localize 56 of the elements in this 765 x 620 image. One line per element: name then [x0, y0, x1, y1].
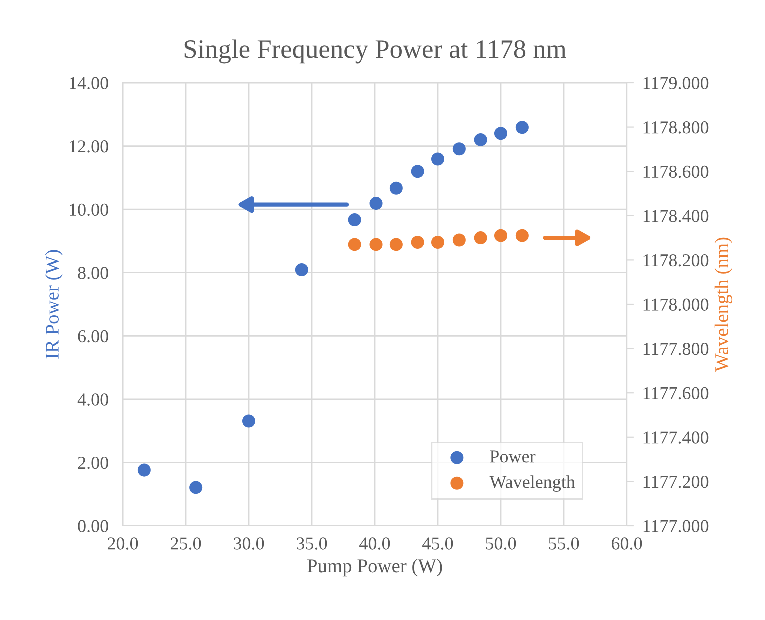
y2-axis-title: Wavelength (nm) — [714, 238, 733, 372]
point — [390, 182, 403, 195]
point — [516, 229, 529, 242]
point — [242, 414, 256, 428]
point — [474, 232, 488, 245]
x-tick-label: 45.0 — [422, 538, 454, 550]
y2-tick-label: 1177.200 — [644, 476, 709, 488]
point — [190, 481, 203, 494]
x-tick-label: 40.0 — [360, 538, 390, 550]
x-tick-label: 50.0 — [486, 538, 516, 550]
y-tick-label: 6.00 — [78, 330, 108, 343]
x-tick-label: 30.0 — [234, 538, 264, 550]
legend-label: Wavelength — [490, 476, 576, 492]
point — [452, 142, 466, 156]
y2-tick-label: 1178.200 — [644, 254, 709, 267]
point — [411, 165, 424, 178]
x-tick-label: 60.0 — [612, 538, 642, 550]
y-tick-label: 8.00 — [78, 267, 108, 280]
point — [370, 197, 383, 210]
y2-tick-label: 1177.000 — [644, 520, 709, 533]
point — [138, 464, 151, 477]
point — [452, 234, 466, 247]
y2-tick-label: 1177.600 — [644, 387, 709, 400]
x-tick-label: 35.0 — [297, 538, 328, 550]
y-tick-label: 4.00 — [78, 394, 108, 406]
x-tick-label: 20.0 — [108, 538, 138, 550]
y-tick-label: 2.00 — [78, 456, 108, 470]
y2-tick-label: 1178.000 — [644, 298, 709, 312]
y-tick-label: 14.00 — [70, 77, 108, 90]
y-tick-label: 0.00 — [78, 520, 108, 533]
y-axis-title: IR Power (W) — [45, 250, 63, 359]
y-tick-label: 12.00 — [70, 140, 108, 153]
point — [348, 238, 362, 252]
point — [516, 121, 529, 134]
chart-title: Single Frequency Power at 1178 nm — [184, 40, 566, 64]
x-axis-title: Pump Power (W) — [308, 559, 442, 577]
point — [348, 214, 362, 227]
y2-tick-label: 1178.600 — [644, 166, 709, 178]
point — [474, 133, 488, 146]
y2-tick-label: 1178.400 — [644, 210, 709, 222]
x-tick-label: 55.0 — [549, 538, 580, 550]
y-tick-label: 10.00 — [70, 204, 108, 216]
point — [411, 236, 424, 249]
x-tick-label: 25.0 — [170, 538, 202, 550]
point — [431, 236, 445, 249]
y2-tick-label: 1177.400 — [644, 432, 709, 444]
y2-tick-label: 1179.000 — [644, 77, 709, 90]
point — [494, 127, 508, 140]
y2-tick-label: 1177.800 — [644, 343, 709, 356]
point — [295, 264, 308, 277]
point — [431, 152, 445, 166]
point — [370, 238, 383, 252]
y2-tick-label: 1178.800 — [644, 122, 709, 134]
point — [390, 238, 403, 252]
point — [494, 229, 508, 242]
legend-label: Power — [490, 450, 536, 463]
